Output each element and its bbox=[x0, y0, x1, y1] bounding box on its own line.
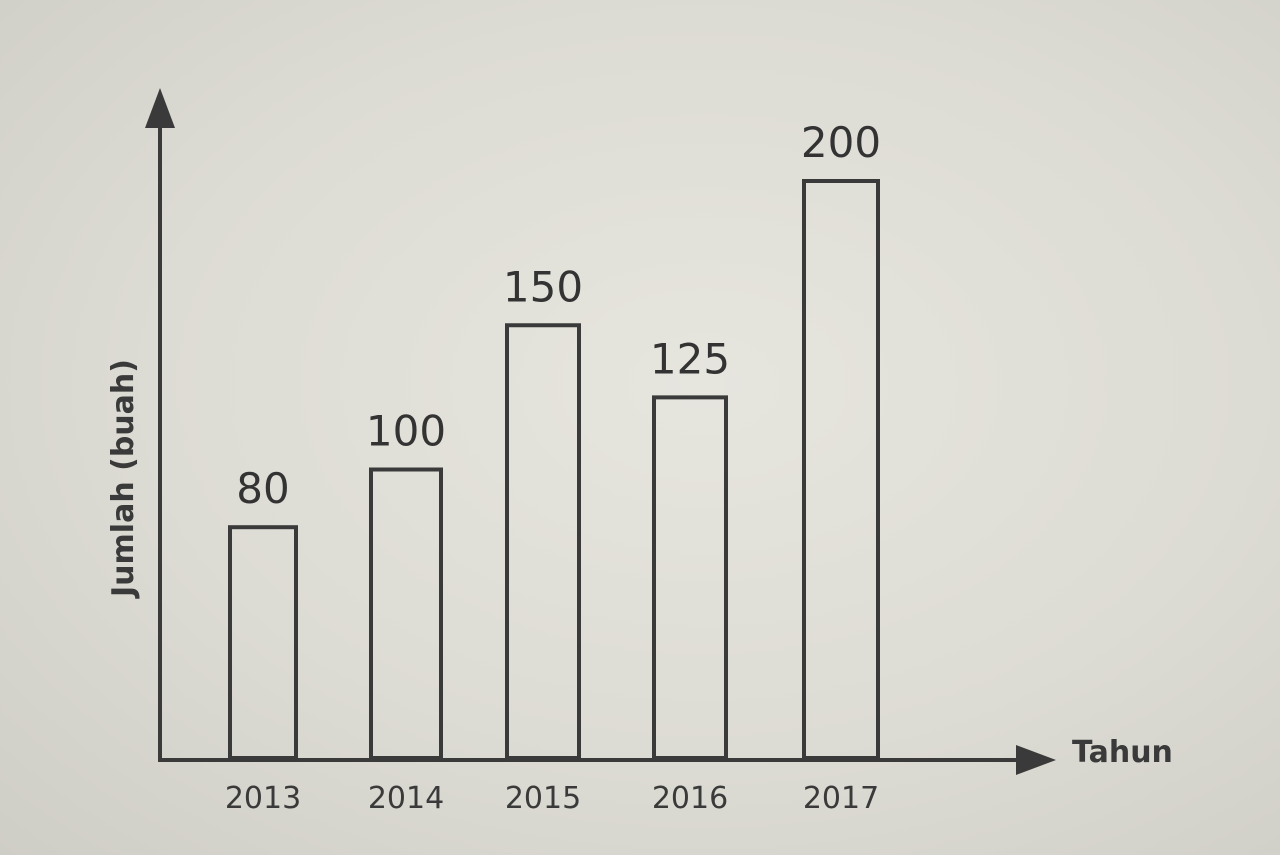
x-tick-label-2015: 2015 bbox=[505, 781, 581, 816]
bar-2014 bbox=[369, 467, 443, 760]
x-tick-label-2017: 2017 bbox=[803, 781, 879, 816]
y-axis-title: Jumlah (buah) bbox=[106, 359, 141, 599]
bar-2015 bbox=[505, 323, 581, 760]
bars-group bbox=[228, 179, 880, 761]
x-tick-label-2016: 2016 bbox=[652, 781, 728, 816]
value-label-2017: 200 bbox=[801, 118, 881, 167]
axes bbox=[145, 88, 1056, 775]
bar-2013 bbox=[228, 525, 298, 761]
x-axis-arrow bbox=[1016, 745, 1056, 775]
value-label-2013: 80 bbox=[236, 464, 289, 513]
bar-2016 bbox=[652, 395, 728, 760]
bar-2017 bbox=[802, 179, 880, 760]
x-tick-label-2013: 2013 bbox=[225, 781, 301, 816]
x-axis-title: Tahun bbox=[1072, 735, 1173, 770]
value-labels-group: 80 100 150 125 200 bbox=[236, 118, 881, 513]
x-tick-label-2014: 2014 bbox=[368, 781, 444, 816]
value-label-2014: 100 bbox=[366, 407, 446, 456]
value-label-2016: 125 bbox=[650, 334, 730, 383]
value-label-2015: 150 bbox=[503, 262, 583, 311]
x-tick-labels-group: 2013 2014 2015 2016 2017 bbox=[225, 781, 879, 816]
y-axis-arrow bbox=[145, 88, 175, 128]
